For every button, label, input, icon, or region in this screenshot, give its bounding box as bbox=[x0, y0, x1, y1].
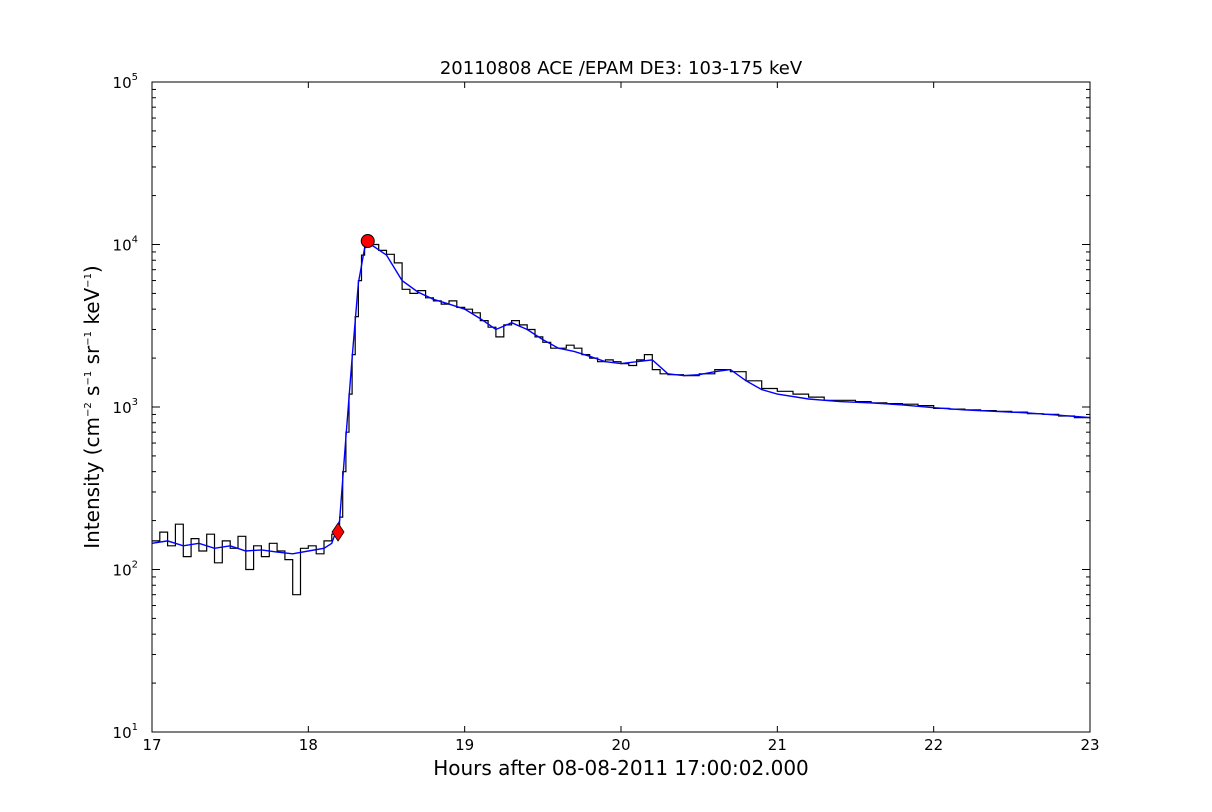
y-axis-label: Intensity (cm−2 s−1 sr−1 keV−1) bbox=[80, 265, 104, 549]
y-label-power-2: −1 bbox=[83, 371, 94, 386]
y-label-power-3: −1 bbox=[83, 331, 94, 346]
x-tick-label: 19 bbox=[455, 736, 474, 754]
x-tick-label: 21 bbox=[768, 736, 787, 754]
y-label-main: Intensity (cm bbox=[80, 417, 104, 549]
chart-title: 20110808 ACE /EPAM DE3: 103-175 keV bbox=[440, 58, 803, 79]
y-tick-exponent: 5 bbox=[132, 72, 138, 83]
series-2-line bbox=[151, 243, 1091, 555]
y-tick-base: 10 bbox=[113, 74, 132, 92]
y-tick-base: 10 bbox=[113, 562, 132, 580]
y-tick-exponent: 3 bbox=[132, 397, 138, 408]
x-tick-label: 22 bbox=[924, 736, 943, 754]
y-tick-exponent: 4 bbox=[132, 235, 138, 246]
y-tick-base: 10 bbox=[113, 399, 132, 417]
y-tick-exponent: 2 bbox=[132, 560, 138, 571]
y-label-mid-3: keV bbox=[80, 287, 104, 331]
y-label-mid-1: s bbox=[80, 386, 104, 403]
y-label-power-4: −1 bbox=[83, 273, 94, 288]
y-tick-label: 101 bbox=[113, 722, 138, 742]
onset-marker bbox=[331, 522, 345, 542]
series-layer bbox=[151, 241, 1091, 596]
x-tick-label: 17 bbox=[142, 736, 161, 754]
y-tick-base: 10 bbox=[113, 724, 132, 742]
x-tick-label: 23 bbox=[1080, 736, 1099, 754]
peak-marker bbox=[360, 234, 375, 249]
x-tick-label: 18 bbox=[299, 736, 318, 754]
y-tick-base: 10 bbox=[113, 237, 132, 255]
y-tick-label: 103 bbox=[113, 397, 138, 417]
y-tick-label: 105 bbox=[113, 72, 138, 92]
marker-layer bbox=[331, 234, 375, 542]
y-tick-label: 102 bbox=[113, 560, 138, 580]
y-label-mid-2: sr bbox=[80, 345, 104, 371]
x-axis-label: Hours after 08-08-2011 17:00:02.000 bbox=[433, 756, 809, 780]
y-tick-exponent: 1 bbox=[132, 722, 138, 733]
y-label-power-1: −2 bbox=[83, 402, 94, 417]
x-tick-label: 20 bbox=[611, 736, 630, 754]
y-label-end: ) bbox=[80, 265, 104, 273]
y-tick-label: 104 bbox=[113, 235, 138, 255]
